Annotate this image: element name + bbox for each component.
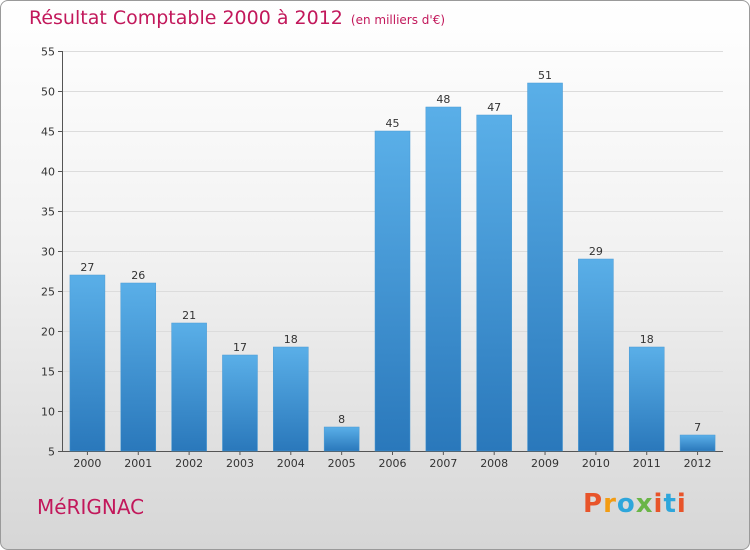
bar-2012[interactable] xyxy=(679,434,716,452)
brand-letter: t xyxy=(663,489,677,519)
y-tick-label: 25 xyxy=(41,286,55,299)
x-tick-label-2011: 2011 xyxy=(633,457,661,470)
y-tick-label: 20 xyxy=(41,326,55,339)
x-tick-label-2006: 2006 xyxy=(379,457,407,470)
labels: 27 26 21 17 18 8 45 48 47 51 29 18 7 xyxy=(80,69,701,434)
brand-letter: i xyxy=(676,489,687,519)
data-label-2011: 18 xyxy=(640,333,654,346)
y-tick-label: 5 xyxy=(48,446,55,459)
x-tick-label-2001: 2001 xyxy=(124,457,152,470)
location-name: MéRIGNAC xyxy=(37,495,145,519)
y-tick-label: 55 xyxy=(41,46,55,59)
data-label-2003: 17 xyxy=(233,341,247,354)
data-label-2009: 51 xyxy=(538,69,552,82)
y-tick-label: 10 xyxy=(41,406,55,419)
data-label-2006: 45 xyxy=(386,117,400,130)
x-tick-label-2012: 2012 xyxy=(684,457,712,470)
brand-letter: r xyxy=(603,489,617,519)
data-label-2008: 47 xyxy=(487,101,501,114)
y-tick-label: 30 xyxy=(41,246,55,259)
proxiti-logo[interactable]: Proxiti xyxy=(583,489,687,519)
bar-2007[interactable] xyxy=(425,106,462,452)
x-tick-label-2004: 2004 xyxy=(277,457,305,470)
data-label-2012: 7 xyxy=(694,421,701,434)
bar-2011[interactable] xyxy=(628,346,665,452)
bar-2003[interactable] xyxy=(222,354,258,452)
bar-2005[interactable] xyxy=(323,426,360,452)
x-tick-label-2009: 2009 xyxy=(531,457,559,470)
bars xyxy=(69,82,716,452)
bar-2006[interactable] xyxy=(374,130,411,452)
bar-2009[interactable] xyxy=(527,82,563,452)
x-tick-label-2000: 2000 xyxy=(73,457,101,470)
bar-2002[interactable] xyxy=(171,322,207,452)
bar-2010[interactable] xyxy=(578,258,614,452)
x-tick-label-2005: 2005 xyxy=(328,457,356,470)
brand-letter: x xyxy=(635,489,654,519)
bar-2000[interactable] xyxy=(69,274,106,452)
y-tick-label: 45 xyxy=(41,126,55,139)
y-tick-label: 15 xyxy=(41,366,55,379)
x-tick-label-2008: 2008 xyxy=(480,457,508,470)
bar-2004[interactable] xyxy=(273,346,309,452)
x-tick-label-2002: 2002 xyxy=(175,457,203,470)
brand-letter: i xyxy=(653,489,664,519)
y-tick-label: 50 xyxy=(41,86,55,99)
bar-2008[interactable] xyxy=(476,114,512,452)
x-tick-label-2010: 2010 xyxy=(582,457,610,470)
chart-title-text: Résultat Comptable 2000 à 2012 xyxy=(29,7,343,29)
brand-letter: P xyxy=(583,489,604,519)
x-tick-label-2007: 2007 xyxy=(429,457,457,470)
bar-2001[interactable] xyxy=(120,282,157,452)
y-tick-label: 40 xyxy=(41,166,55,179)
y-tick-label: 35 xyxy=(41,206,55,219)
data-label-2007: 48 xyxy=(436,93,450,106)
x-tick-label-2003: 2003 xyxy=(226,457,254,470)
chart-title: Résultat Comptable 2000 à 2012 (en millie… xyxy=(29,7,445,29)
data-label-2001: 26 xyxy=(131,269,145,282)
chart-subtitle: (en milliers d'€) xyxy=(350,13,446,27)
data-label-2002: 21 xyxy=(182,309,196,322)
axes: 5 10 15 20 25 30 35 40 45 50 55 2000 2001 2002 2003 200… xyxy=(41,46,723,470)
data-label-2005: 8 xyxy=(338,413,345,426)
data-label-2010: 29 xyxy=(589,245,603,258)
brand-letter: o xyxy=(616,489,636,519)
data-label-2004: 18 xyxy=(284,333,298,346)
data-label-2000: 27 xyxy=(80,261,94,274)
